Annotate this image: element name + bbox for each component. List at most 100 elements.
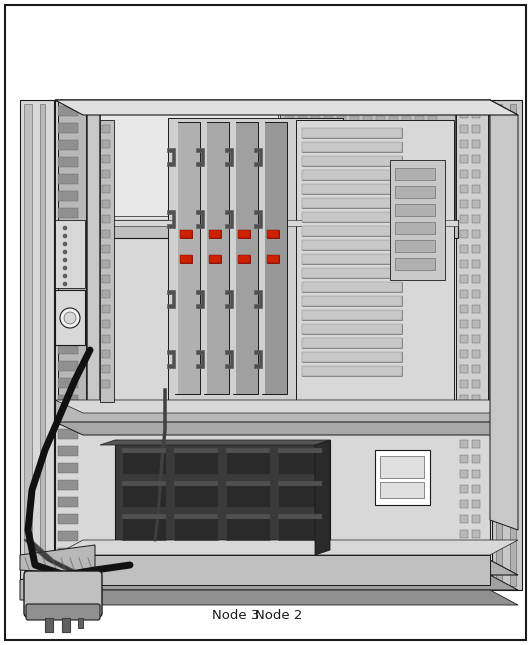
Bar <box>122 481 166 486</box>
Bar <box>472 110 480 118</box>
Bar <box>55 100 490 590</box>
Bar <box>472 410 480 418</box>
Bar <box>102 260 110 268</box>
Polygon shape <box>315 440 330 555</box>
Bar <box>296 120 454 400</box>
Polygon shape <box>254 148 262 166</box>
Bar <box>472 140 480 148</box>
Bar <box>78 618 83 628</box>
Bar <box>226 448 270 474</box>
Bar <box>324 130 333 139</box>
Bar <box>456 100 488 590</box>
Bar <box>460 395 468 403</box>
Bar <box>174 448 218 474</box>
Polygon shape <box>58 361 78 371</box>
Bar <box>460 530 468 538</box>
Bar <box>302 198 402 208</box>
Bar <box>395 240 435 252</box>
Bar <box>350 186 359 195</box>
Bar <box>402 130 411 139</box>
Bar <box>428 172 437 181</box>
Bar <box>415 186 424 195</box>
Bar <box>55 555 490 585</box>
Bar <box>337 200 346 209</box>
Bar <box>395 168 435 180</box>
Bar <box>472 170 480 178</box>
Polygon shape <box>58 531 78 541</box>
Bar <box>102 245 110 253</box>
Bar <box>460 215 468 223</box>
Bar <box>278 514 322 540</box>
Bar <box>472 395 480 403</box>
Bar <box>278 448 322 453</box>
Bar <box>298 116 307 125</box>
Bar <box>363 116 372 125</box>
Bar <box>302 254 402 264</box>
Bar <box>174 514 218 519</box>
Bar <box>402 186 411 195</box>
Bar <box>402 144 411 153</box>
Bar <box>389 116 398 125</box>
Bar <box>472 530 480 538</box>
Polygon shape <box>196 210 204 228</box>
Bar <box>298 158 307 167</box>
Bar <box>278 481 322 486</box>
Bar <box>472 500 480 508</box>
Bar <box>238 255 250 263</box>
Polygon shape <box>55 540 518 555</box>
Bar <box>102 380 110 388</box>
Circle shape <box>63 258 67 262</box>
Bar <box>233 122 236 394</box>
Polygon shape <box>58 548 78 558</box>
Bar <box>376 172 385 181</box>
Bar <box>174 448 218 453</box>
Bar <box>460 500 468 508</box>
Bar <box>55 422 490 590</box>
Bar <box>302 128 402 138</box>
Bar <box>175 122 200 394</box>
Bar <box>262 122 287 394</box>
Bar <box>100 120 114 402</box>
Bar <box>311 172 320 181</box>
Bar <box>302 324 402 334</box>
Bar <box>460 185 468 193</box>
Bar <box>492 100 522 590</box>
Bar <box>460 515 468 523</box>
Bar <box>402 116 411 125</box>
Bar <box>267 230 279 238</box>
Bar <box>395 204 435 216</box>
Bar <box>298 144 307 153</box>
Bar <box>285 130 294 139</box>
Bar <box>324 144 333 153</box>
Bar <box>302 170 402 180</box>
Bar <box>302 156 402 166</box>
Bar <box>460 470 468 478</box>
Bar <box>102 125 110 133</box>
Polygon shape <box>225 210 233 228</box>
Bar <box>389 200 398 209</box>
Bar <box>460 455 468 463</box>
Bar <box>55 290 85 345</box>
Polygon shape <box>55 422 518 435</box>
Bar <box>58 100 86 590</box>
Bar <box>324 200 333 209</box>
Bar <box>428 130 437 139</box>
Bar <box>226 481 270 486</box>
Bar <box>278 514 322 519</box>
Bar <box>174 481 218 486</box>
Bar <box>298 200 307 209</box>
Bar <box>460 410 468 418</box>
Bar <box>472 485 480 493</box>
Polygon shape <box>58 174 78 184</box>
Bar <box>350 158 359 167</box>
Polygon shape <box>100 440 330 445</box>
Polygon shape <box>225 290 233 308</box>
Bar <box>376 200 385 209</box>
Bar <box>376 130 385 139</box>
Polygon shape <box>58 429 78 439</box>
Bar <box>285 144 294 153</box>
Bar <box>350 200 359 209</box>
Bar <box>302 310 402 320</box>
Text: Node 4: Node 4 <box>165 564 212 599</box>
Bar <box>460 320 468 328</box>
